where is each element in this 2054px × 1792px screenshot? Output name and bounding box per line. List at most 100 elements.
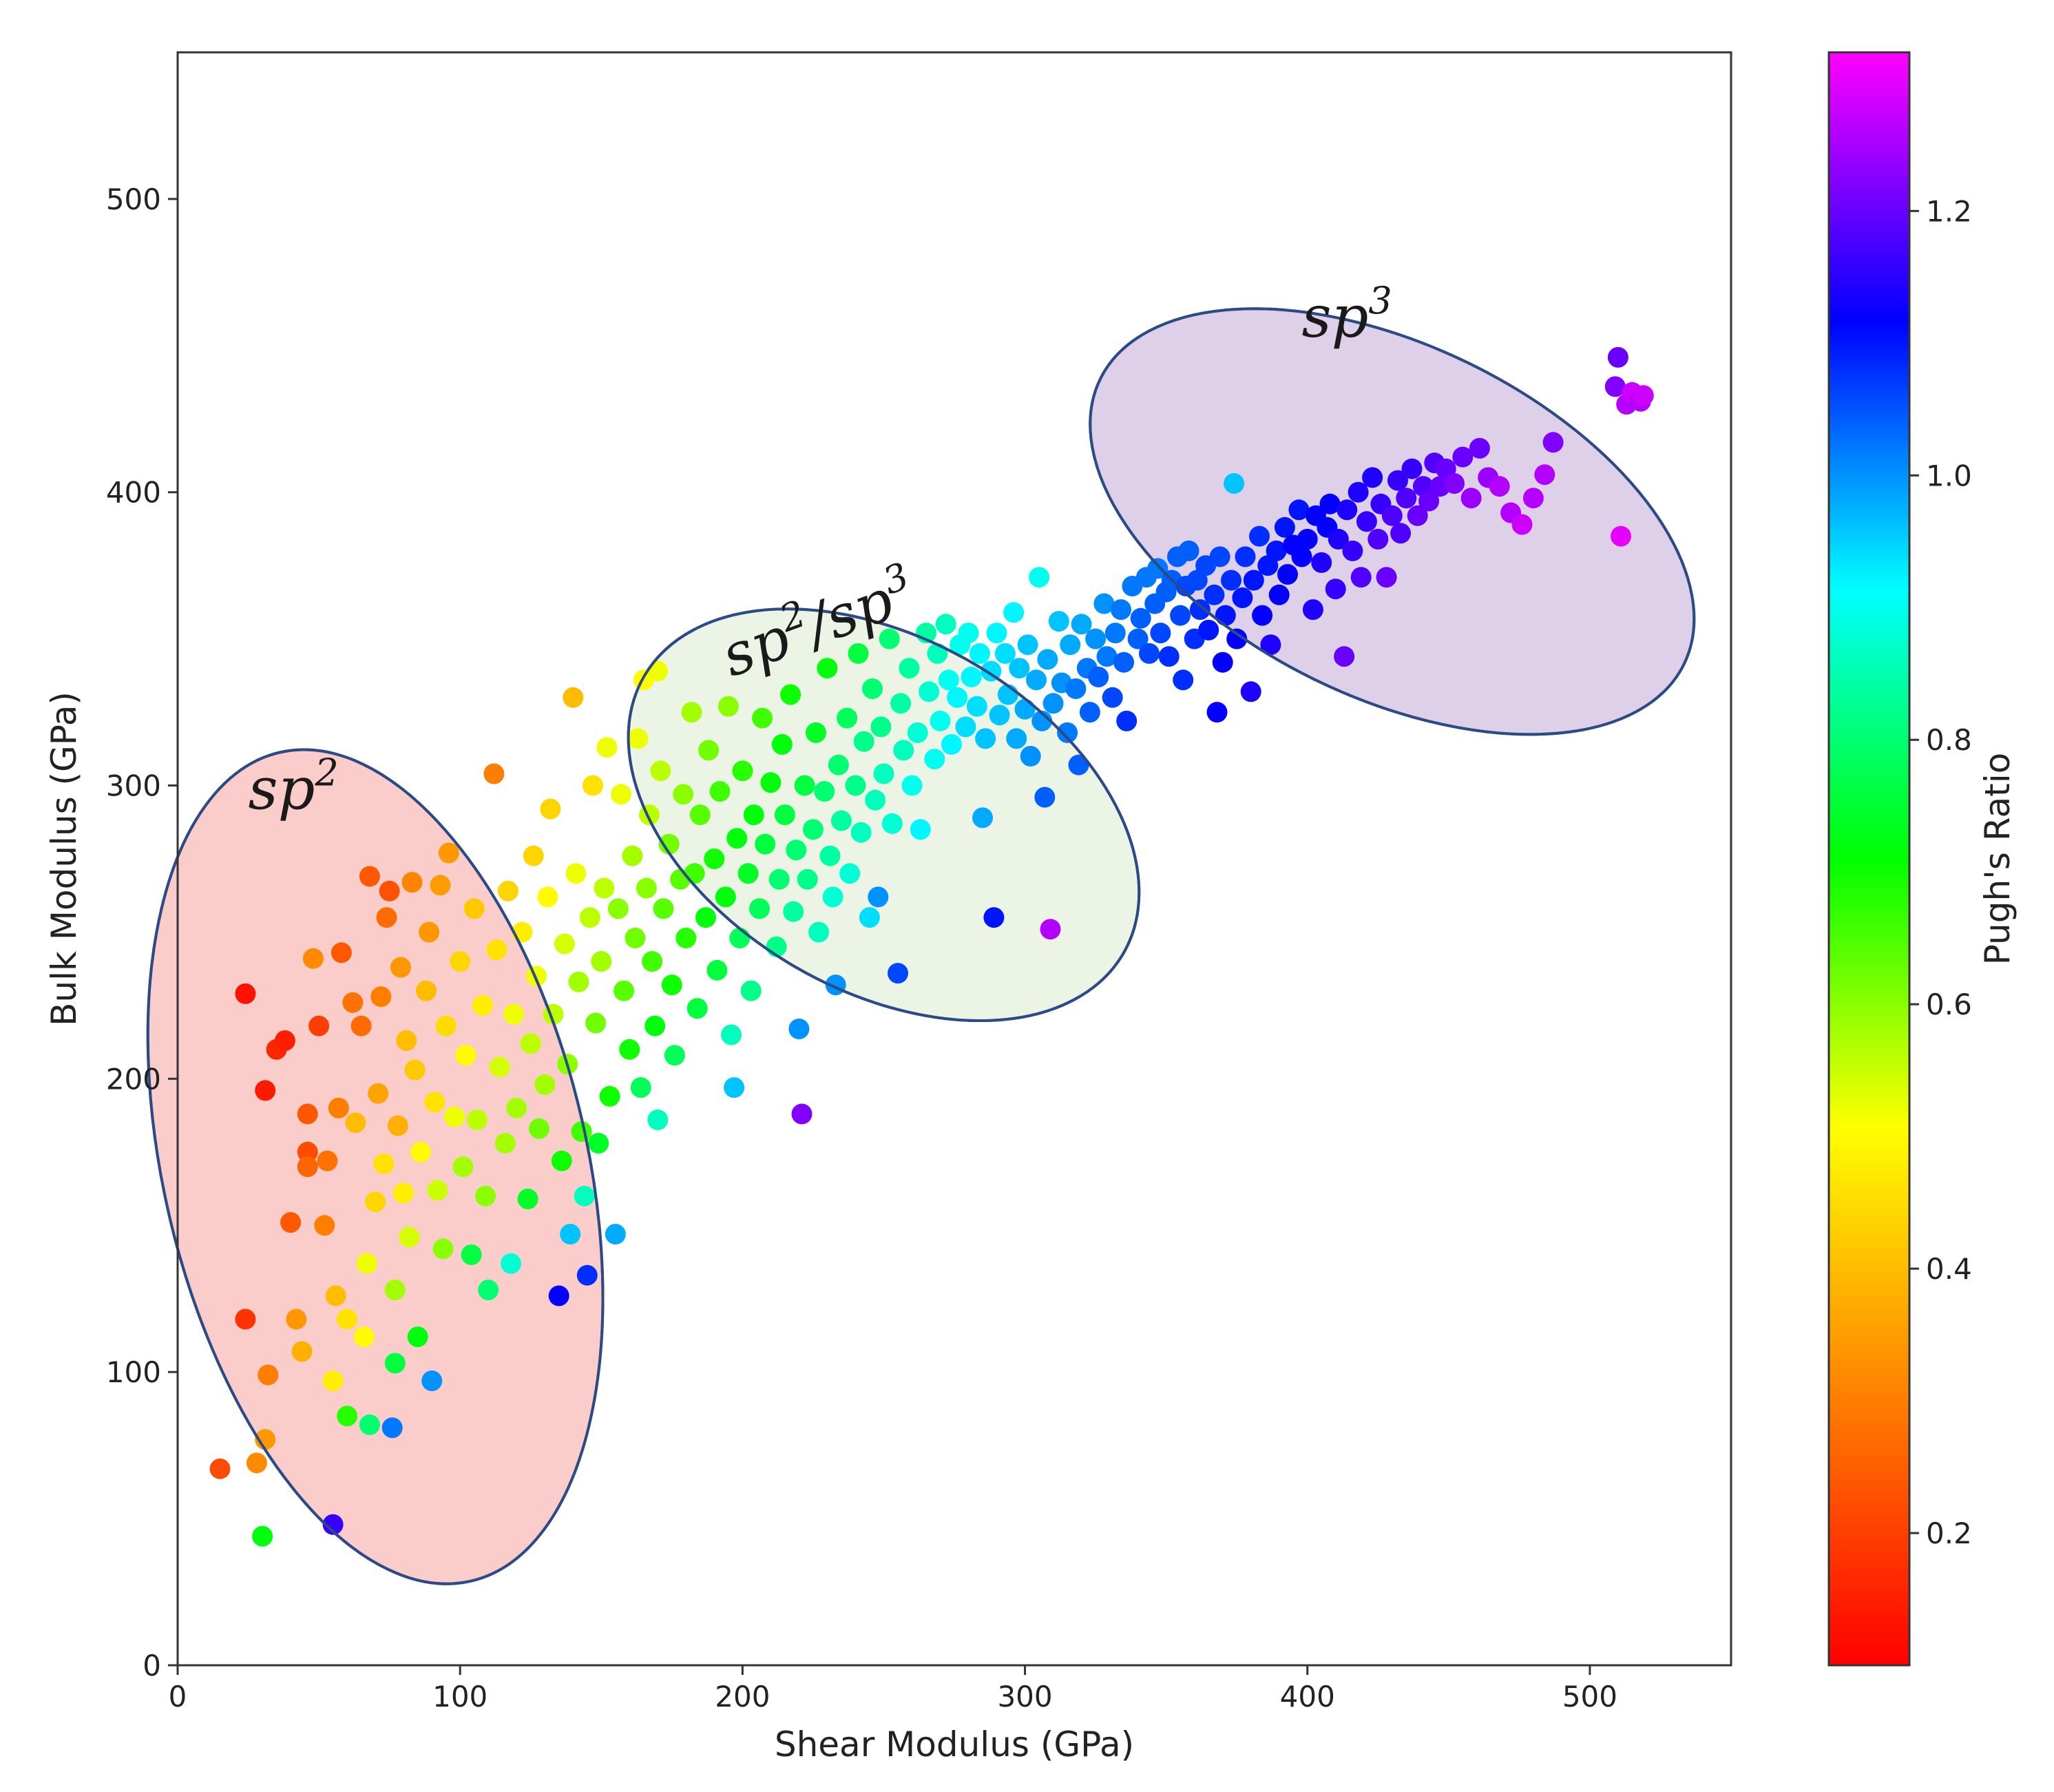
data-point xyxy=(899,658,920,679)
x-tick-label: 500 xyxy=(1562,1680,1617,1713)
data-point xyxy=(749,898,770,919)
data-point xyxy=(1356,511,1377,532)
data-point xyxy=(1224,473,1245,494)
data-point xyxy=(681,702,702,723)
region-outline-sp2-sp3 xyxy=(627,607,1141,1023)
data-point xyxy=(463,898,485,919)
data-point xyxy=(607,898,629,919)
data-point xyxy=(740,980,762,1001)
data-point xyxy=(1127,628,1149,649)
data-point xyxy=(975,728,996,749)
data-point xyxy=(594,877,615,899)
data-point xyxy=(862,678,883,699)
data-point xyxy=(1288,499,1310,521)
data-point xyxy=(839,863,861,884)
data-point xyxy=(636,877,657,899)
data-point xyxy=(687,998,708,1019)
colorbar-tick-label: 1.0 xyxy=(1926,459,1972,492)
data-point xyxy=(1026,669,1047,691)
x-tick-label: 200 xyxy=(715,1680,770,1713)
data-point xyxy=(614,980,635,1001)
data-point xyxy=(579,907,600,928)
data-point xyxy=(919,681,940,702)
data-point xyxy=(986,623,1007,644)
data-point xyxy=(888,963,908,984)
data-point xyxy=(376,907,397,928)
data-point xyxy=(1235,546,1256,567)
data-point xyxy=(365,1191,386,1213)
data-point xyxy=(548,1285,569,1306)
colorbar-tick-label: 1.2 xyxy=(1926,194,1972,228)
data-point xyxy=(308,1015,330,1036)
data-point xyxy=(478,1280,499,1300)
data-point xyxy=(1096,646,1118,667)
data-point xyxy=(450,951,471,972)
data-point xyxy=(565,863,587,884)
colorbar-tick-label: 0.4 xyxy=(1926,1252,1972,1286)
data-point xyxy=(444,1106,465,1127)
data-point xyxy=(709,781,731,802)
data-point xyxy=(1212,652,1233,673)
data-point xyxy=(1266,540,1287,561)
data-point xyxy=(879,628,900,649)
data-point xyxy=(1071,614,1092,635)
data-point xyxy=(390,957,411,978)
colorbar-tick-label: 0.2 xyxy=(1926,1517,1972,1550)
data-point xyxy=(475,1185,496,1207)
data-point xyxy=(523,845,544,866)
data-point xyxy=(1003,602,1025,623)
data-point xyxy=(1260,634,1281,656)
data-point xyxy=(859,907,880,928)
data-point xyxy=(1460,488,1482,509)
data-point xyxy=(673,784,694,805)
data-point xyxy=(729,928,751,948)
data-point xyxy=(529,1118,549,1139)
data-point xyxy=(331,942,352,963)
data-point xyxy=(645,1015,666,1036)
data-point xyxy=(786,840,807,861)
data-point xyxy=(368,1083,389,1104)
data-point xyxy=(342,992,364,1013)
data-point xyxy=(350,1015,372,1036)
data-point xyxy=(359,1414,380,1435)
data-point xyxy=(596,737,618,758)
data-point xyxy=(1040,919,1061,940)
data-point xyxy=(1469,437,1490,459)
data-point xyxy=(1522,488,1544,509)
data-point xyxy=(783,901,804,922)
data-point xyxy=(325,1285,346,1306)
data-point xyxy=(599,1085,620,1107)
data-point xyxy=(675,928,697,948)
data-point xyxy=(1367,528,1389,550)
data-point xyxy=(752,707,773,729)
data-point xyxy=(930,710,951,731)
data-point xyxy=(489,1056,510,1078)
data-point xyxy=(1362,467,1383,488)
data-point xyxy=(501,1253,521,1274)
data-point xyxy=(297,1103,318,1125)
data-point xyxy=(430,875,451,896)
data-point xyxy=(1139,643,1160,664)
data-point xyxy=(817,658,838,679)
data-point xyxy=(1277,564,1298,585)
data-point xyxy=(322,1514,344,1535)
data-point xyxy=(794,775,815,796)
data-point xyxy=(384,1353,406,1374)
data-point xyxy=(551,1150,572,1171)
data-point xyxy=(1147,558,1169,579)
data-point xyxy=(506,1097,527,1118)
region-ellipses xyxy=(146,307,1696,1585)
data-point xyxy=(486,939,507,960)
data-point xyxy=(961,667,982,687)
data-point xyxy=(410,1141,431,1163)
data-point xyxy=(689,804,711,826)
data-point xyxy=(947,687,968,708)
data-point xyxy=(322,1371,344,1391)
data-point xyxy=(1328,528,1349,550)
data-point xyxy=(780,684,801,705)
data-point xyxy=(1198,619,1219,640)
data-point xyxy=(760,772,782,793)
data-point xyxy=(653,898,674,919)
data-point xyxy=(1401,458,1423,479)
data-point xyxy=(791,1103,813,1125)
